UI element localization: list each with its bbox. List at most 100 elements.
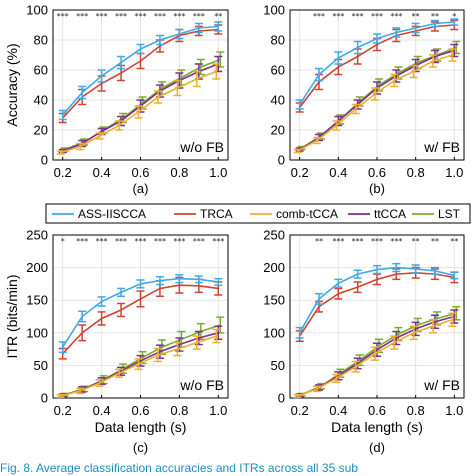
y-tick-label: 0: [41, 391, 48, 406]
legend-label: ASS-IISCCA: [78, 207, 146, 221]
condition-label: w/ FB: [423, 139, 460, 155]
significance-marker: ***: [352, 12, 364, 21]
legend-entry-comb-tcca: comb-tCCA: [250, 207, 338, 221]
y-tick-label: 150: [26, 293, 48, 308]
significance-marker: **: [431, 237, 439, 246]
significance-marker: ***: [135, 237, 147, 246]
significance-marker: ***: [96, 12, 108, 21]
axes-box: [52, 234, 229, 399]
y-axis-label: ITR (bits/min): [4, 275, 20, 359]
y-tick-label: 0: [41, 153, 48, 168]
x-axis-label: Data length (s): [95, 419, 187, 435]
significance-marker: ***: [76, 237, 88, 246]
panel-label: (d): [369, 440, 385, 455]
significance-marker: **: [315, 237, 323, 246]
y-tick-label: 60: [271, 63, 285, 78]
significance-marker: ***: [212, 237, 224, 246]
x-tick-label: 0.2: [291, 403, 309, 418]
significance-marker: ***: [390, 12, 402, 21]
x-tick-label: 0.6: [131, 165, 149, 180]
series-ass-iiscca: [58, 274, 223, 354]
series-comb-tcca: [293, 312, 457, 399]
significance-marker: ***: [371, 237, 383, 246]
y-tick-label: 0: [278, 391, 285, 406]
y-tick-label: 100: [26, 3, 48, 18]
y-tick-label: 80: [34, 33, 48, 48]
significance-marker: ***: [193, 237, 205, 246]
panel-label: (a): [133, 181, 149, 196]
legend-entry-ass-iiscca: ASS-IISCCA: [52, 207, 146, 221]
significance-marker: ***: [332, 12, 344, 21]
y-tick-label: 250: [263, 228, 285, 243]
x-tick-label: 0.8: [407, 165, 425, 180]
y-tick-label: 200: [26, 260, 48, 275]
condition-label: w/ FB: [423, 377, 460, 393]
significance-marker: ***: [173, 237, 185, 246]
condition-label: w/o FB: [179, 377, 224, 393]
significance-marker: ***: [76, 12, 88, 21]
series-trca: [58, 276, 223, 360]
legend-label: TRCA: [200, 207, 233, 221]
x-tick-label: 0.6: [368, 165, 386, 180]
x-tick-label: 0.8: [170, 165, 188, 180]
series-comb-tcca: [56, 63, 221, 155]
x-tick-label: 0.4: [329, 165, 347, 180]
axes-box: [52, 9, 229, 161]
significance-marker: **: [412, 12, 420, 21]
x-tick-label: 1.0: [445, 403, 463, 418]
significance-marker: *: [452, 12, 456, 21]
y-tick-label: 100: [26, 325, 48, 340]
figure-caption: Fig. 8. Average classification accuracie…: [0, 461, 358, 475]
y-tick-label: 60: [34, 63, 48, 78]
y-tick-label: 100: [263, 325, 285, 340]
series-lst: [60, 51, 225, 152]
significance-marker: ***: [193, 12, 205, 21]
x-axis-label: Data length (s): [331, 419, 423, 435]
x-tick-label: 0.4: [329, 403, 347, 418]
significance-marker: ***: [313, 12, 325, 21]
significance-marker: ***: [390, 237, 402, 246]
x-tick-label: 0.8: [170, 403, 188, 418]
y-tick-label: 250: [26, 228, 48, 243]
series-comb-tcca: [56, 328, 221, 399]
x-tick-label: 0.2: [291, 165, 309, 180]
series-ass-iiscca: [58, 21, 223, 121]
significance-marker: **: [431, 12, 439, 21]
significance-marker: ***: [115, 237, 127, 246]
x-tick-label: 0.6: [368, 403, 386, 418]
x-tick-label: 0.8: [407, 403, 425, 418]
axes-box: [289, 234, 465, 399]
panel-label: (c): [133, 440, 148, 455]
series-line: [297, 54, 453, 152]
y-tick-label: 100: [263, 3, 285, 18]
significance-marker: **: [450, 237, 458, 246]
y-tick-label: 200: [263, 260, 285, 275]
x-tick-label: 1.0: [209, 165, 227, 180]
panel-label: (b): [369, 181, 385, 196]
significance-marker: **: [214, 12, 222, 21]
series-comb-tcca: [293, 48, 457, 154]
y-tick-label: 20: [34, 123, 48, 138]
y-tick-label: 150: [263, 293, 285, 308]
significance-marker: ***: [96, 237, 108, 246]
x-tick-label: 1.0: [445, 165, 463, 180]
y-tick-label: 80: [271, 33, 285, 48]
series-lst: [297, 40, 461, 151]
x-tick-label: 0.4: [93, 403, 111, 418]
y-tick-label: 40: [34, 93, 48, 108]
x-tick-label: 1.0: [209, 403, 227, 418]
axes-box: [289, 9, 465, 161]
significance-marker: ***: [115, 12, 127, 21]
significance-marker: **: [412, 237, 420, 246]
significance-marker: ***: [332, 237, 344, 246]
condition-label: w/o FB: [179, 139, 224, 155]
x-tick-label: 0.6: [131, 403, 149, 418]
series-ass-iiscca: [295, 18, 459, 110]
x-tick-label: 0.2: [54, 165, 72, 180]
x-tick-label: 0.2: [54, 403, 72, 418]
significance-marker: ***: [173, 12, 185, 21]
